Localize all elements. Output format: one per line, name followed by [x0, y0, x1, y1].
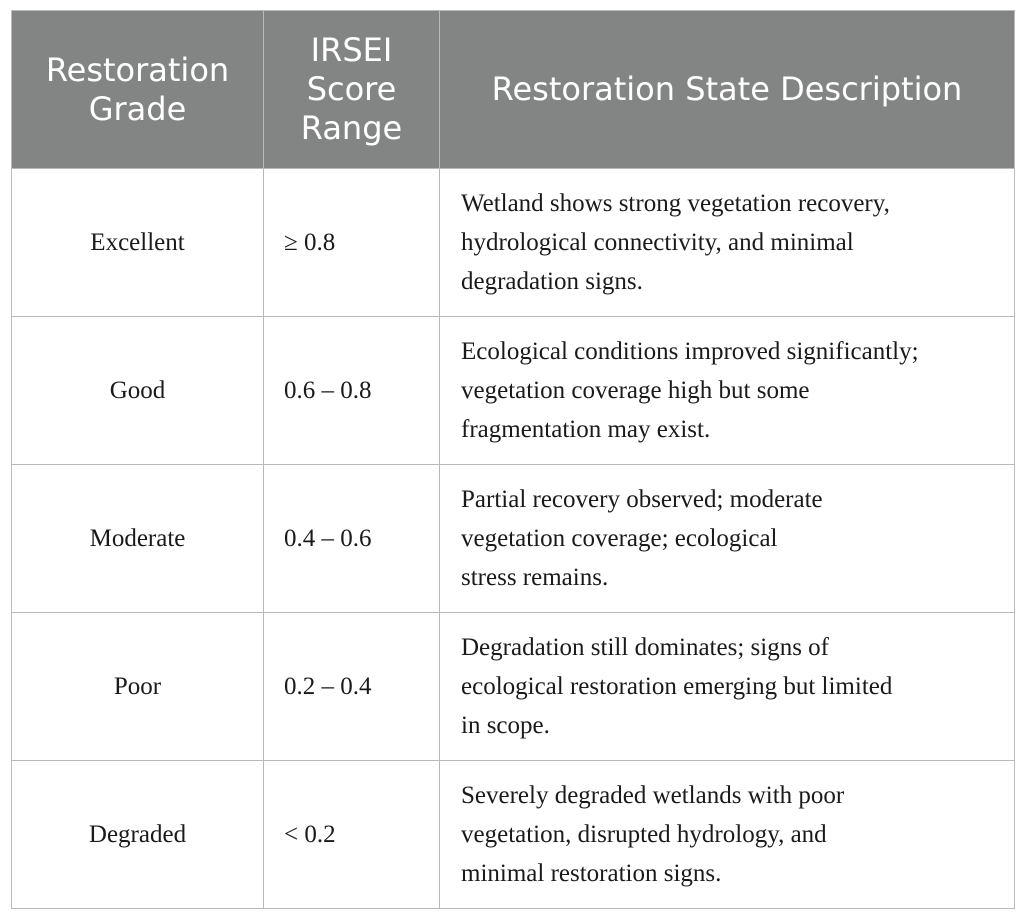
- description-line: Ecological conditions improved significa…: [461, 338, 919, 365]
- grade-cell: Good: [11, 316, 264, 465]
- description-line: ecological restoration emerging but limi…: [461, 673, 893, 700]
- description-line: hydrological connectivity, and minimal: [461, 229, 854, 256]
- description-line: vegetation coverage high but some: [461, 377, 810, 404]
- grade-cell: Moderate: [11, 464, 264, 613]
- description-line: stress remains.: [461, 564, 609, 591]
- table-row: Excellent ≥ 0.8 Wetland shows strong veg…: [11, 168, 1015, 317]
- header-line: Grade: [88, 89, 187, 128]
- description-line: Wetland shows strong vegetation recovery…: [461, 190, 890, 217]
- header-line: Restoration: [45, 50, 230, 89]
- description-cell: Degradation still dominates; signs of ec…: [439, 612, 1015, 761]
- table-row: Degraded < 0.2 Severely degraded wetland…: [11, 760, 1015, 909]
- grade-cell: Degraded: [11, 760, 264, 909]
- header-line: Score: [306, 70, 397, 108]
- score-range-cell: 0.6 – 0.8: [263, 316, 440, 465]
- score-range-cell: 0.4 – 0.6: [263, 464, 440, 613]
- description-line: vegetation, disrupted hydrology, and: [461, 821, 827, 848]
- table-header: Restoration Grade IRSEI Score Range Rest…: [11, 10, 1015, 169]
- description-line: in scope.: [461, 712, 550, 739]
- table-row: Good 0.6 – 0.8 Ecological conditions imp…: [11, 316, 1015, 465]
- header-line: Restoration State Description: [491, 70, 963, 108]
- description-line: degradation signs.: [461, 268, 643, 295]
- score-range-cell: ≥ 0.8: [263, 168, 440, 317]
- restoration-grade-table: Restoration Grade IRSEI Score Range Rest…: [11, 10, 1015, 909]
- header-restoration-grade: Restoration Grade: [11, 10, 264, 169]
- description-line: vegetation coverage; ecological: [461, 525, 778, 552]
- table-body: Excellent ≥ 0.8 Wetland shows strong veg…: [11, 168, 1015, 909]
- grade-cell: Excellent: [11, 168, 264, 317]
- description-cell: Ecological conditions improved significa…: [439, 316, 1015, 465]
- header-row: Restoration Grade IRSEI Score Range Rest…: [11, 10, 1015, 169]
- header-restoration-state-description: Restoration State Description: [439, 10, 1015, 169]
- description-line: minimal restoration signs.: [461, 860, 722, 887]
- header-line: IRSEI: [310, 31, 393, 69]
- table-row: Poor 0.2 – 0.4 Degradation still dominat…: [11, 612, 1015, 761]
- description-cell: Wetland shows strong vegetation recovery…: [439, 168, 1015, 317]
- table-row: Moderate 0.4 – 0.6 Partial recovery obse…: [11, 464, 1015, 613]
- description-line: fragmentation may exist.: [461, 416, 711, 443]
- header-line: Range: [300, 109, 403, 147]
- score-range-cell: 0.2 – 0.4: [263, 612, 440, 761]
- header-irsei-score-range: IRSEI Score Range: [263, 10, 440, 169]
- description-cell: Partial recovery observed; moderate vege…: [439, 464, 1015, 613]
- description-line: Severely degraded wetlands with poor: [461, 782, 845, 809]
- description-cell: Severely degraded wetlands with poor veg…: [439, 760, 1015, 909]
- description-line: Degradation still dominates; signs of: [461, 634, 830, 661]
- score-range-cell: < 0.2: [263, 760, 440, 909]
- grade-cell: Poor: [11, 612, 264, 761]
- description-line: Partial recovery observed; moderate: [461, 486, 823, 513]
